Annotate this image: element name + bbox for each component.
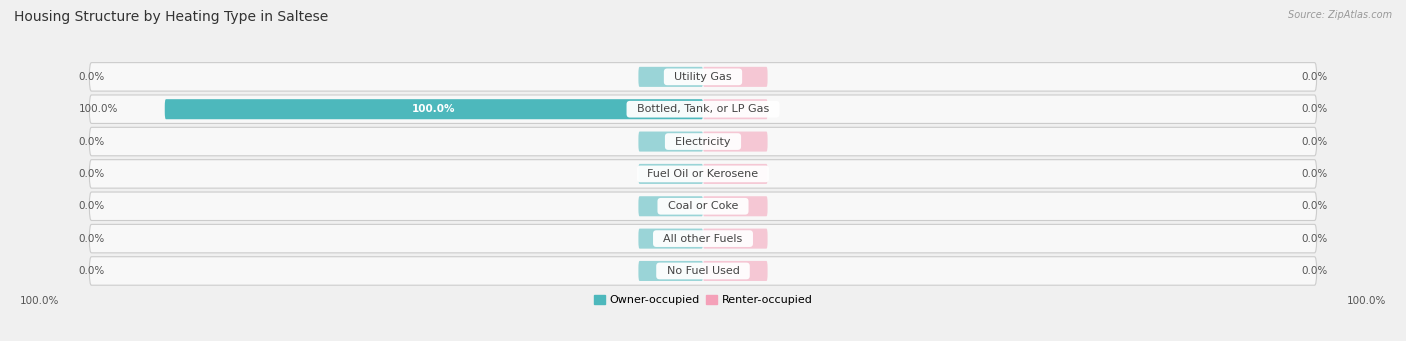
Text: 0.0%: 0.0%	[79, 72, 105, 82]
FancyBboxPatch shape	[638, 67, 703, 87]
Text: No Fuel Used: No Fuel Used	[659, 266, 747, 276]
Text: 0.0%: 0.0%	[79, 169, 105, 179]
FancyBboxPatch shape	[638, 261, 703, 281]
FancyBboxPatch shape	[703, 67, 768, 87]
Legend: Owner-occupied, Renter-occupied: Owner-occupied, Renter-occupied	[589, 291, 817, 310]
Text: Housing Structure by Heating Type in Saltese: Housing Structure by Heating Type in Sal…	[14, 10, 329, 24]
Text: 0.0%: 0.0%	[79, 136, 105, 147]
FancyBboxPatch shape	[90, 224, 1316, 253]
FancyBboxPatch shape	[90, 127, 1316, 156]
Text: All other Fuels: All other Fuels	[657, 234, 749, 243]
Text: 0.0%: 0.0%	[1301, 169, 1327, 179]
FancyBboxPatch shape	[638, 164, 703, 184]
FancyBboxPatch shape	[703, 196, 768, 216]
Text: 0.0%: 0.0%	[1301, 266, 1327, 276]
Text: Utility Gas: Utility Gas	[668, 72, 738, 82]
Text: Fuel Oil or Kerosene: Fuel Oil or Kerosene	[641, 169, 765, 179]
FancyBboxPatch shape	[703, 228, 768, 249]
Text: 0.0%: 0.0%	[79, 234, 105, 243]
FancyBboxPatch shape	[703, 132, 768, 152]
FancyBboxPatch shape	[90, 192, 1316, 221]
Text: Electricity: Electricity	[668, 136, 738, 147]
Text: Coal or Coke: Coal or Coke	[661, 201, 745, 211]
Text: 0.0%: 0.0%	[1301, 234, 1327, 243]
FancyBboxPatch shape	[703, 261, 768, 281]
FancyBboxPatch shape	[90, 160, 1316, 188]
FancyBboxPatch shape	[90, 257, 1316, 285]
Text: 100.0%: 100.0%	[79, 104, 118, 114]
FancyBboxPatch shape	[638, 196, 703, 216]
FancyBboxPatch shape	[638, 132, 703, 152]
Text: 100.0%: 100.0%	[1347, 296, 1386, 306]
Text: 100.0%: 100.0%	[20, 296, 59, 306]
Text: 0.0%: 0.0%	[1301, 72, 1327, 82]
Text: 0.0%: 0.0%	[79, 266, 105, 276]
FancyBboxPatch shape	[703, 99, 768, 119]
Text: 0.0%: 0.0%	[1301, 136, 1327, 147]
Text: 0.0%: 0.0%	[1301, 201, 1327, 211]
FancyBboxPatch shape	[703, 164, 768, 184]
FancyBboxPatch shape	[90, 95, 1316, 123]
FancyBboxPatch shape	[165, 99, 703, 119]
Text: 0.0%: 0.0%	[1301, 104, 1327, 114]
Text: 0.0%: 0.0%	[79, 201, 105, 211]
FancyBboxPatch shape	[638, 228, 703, 249]
Text: Bottled, Tank, or LP Gas: Bottled, Tank, or LP Gas	[630, 104, 776, 114]
Text: 100.0%: 100.0%	[412, 104, 456, 114]
Text: Source: ZipAtlas.com: Source: ZipAtlas.com	[1288, 10, 1392, 20]
FancyBboxPatch shape	[90, 63, 1316, 91]
